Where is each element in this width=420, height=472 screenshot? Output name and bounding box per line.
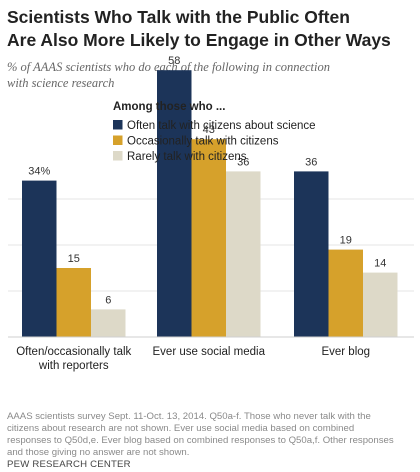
legend-title: Among those who ... — [113, 101, 225, 113]
bar-chart: 34% 58 36 15 43 19 6 36 14 Often/occasionally tal… — [8, 55, 414, 372]
chart-title-line: Scientists Who Talk with the Public Ofte… — [7, 7, 350, 27]
category-label: Ever use social media — [153, 346, 266, 358]
data-label: 58 — [168, 55, 180, 67]
bar — [91, 309, 126, 337]
footnote-line: citizens about research are not shown. E… — [7, 423, 355, 434]
chart-subtitle-line: % of AAAS scientists who do each of the … — [7, 60, 330, 74]
legend-swatch — [113, 120, 123, 130]
data-label: 19 — [340, 235, 352, 247]
data-label: 14 — [374, 258, 386, 270]
bar — [22, 180, 57, 337]
category-label: Often/occasionally talk — [16, 346, 131, 358]
data-label: 43 — [203, 124, 215, 136]
bar — [226, 171, 261, 337]
footnote-line: responses to Q50d,e. Ever blog based on … — [7, 435, 394, 446]
data-label: 6 — [105, 294, 111, 306]
bar — [157, 70, 192, 337]
chart-subtitle-line: with science research — [7, 76, 115, 90]
bar — [363, 272, 398, 337]
chart-title-line: Are Also More Likely to Engage in Other … — [7, 30, 391, 50]
footnote-line: AAAS scientists survey Sept. 11-Oct. 13,… — [7, 411, 371, 422]
data-label: 34% — [28, 166, 50, 178]
legend-swatch — [113, 135, 123, 145]
category-label: Ever blog — [321, 346, 370, 358]
footnote-line: and those giving no answer are not shown… — [7, 447, 190, 458]
legend-label: Rarely talk with citizens — [127, 151, 247, 163]
data-label: 15 — [68, 253, 80, 265]
legend-label: Occasionally talk with citizens — [127, 136, 279, 148]
legend-label: Often talk with citizens about science — [127, 120, 316, 132]
data-label: 36 — [305, 156, 317, 168]
chart-subtitle: % of AAAS scientists who do each of the … — [7, 59, 407, 91]
bar — [56, 268, 91, 337]
source-credit: PEW RESEARCH CENTER — [7, 459, 131, 470]
data-label: 36 — [237, 156, 249, 168]
footnote: AAAS scientists survey Sept. 11-Oct. 13,… — [7, 411, 415, 459]
bar — [328, 249, 363, 337]
chart-title: Scientists Who Talk with the Public Ofte… — [7, 6, 413, 52]
bar — [191, 139, 226, 337]
bar — [294, 171, 329, 337]
category-label: with reporters — [38, 360, 109, 372]
legend-swatch — [113, 151, 123, 161]
